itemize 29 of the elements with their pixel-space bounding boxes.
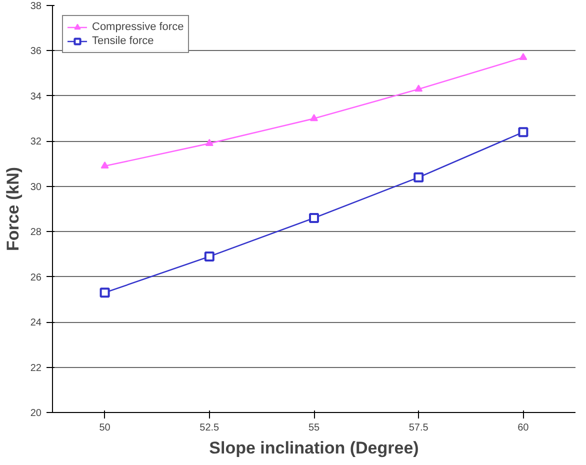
point [414,84,423,92]
x-axis-title: Slope inclination (Degree) [209,438,419,458]
y-tick-label: 24 [30,318,42,329]
point [100,288,110,298]
y-tick-label: 20 [30,408,42,419]
point [310,114,318,122]
y-tick-label: 22 [30,362,42,374]
y-tick-label: 30 [30,182,42,193]
y-tick-label: 38 [30,1,42,12]
point [518,127,528,138]
point [414,172,424,182]
y-tick-label: 28 [30,227,42,238]
point [204,251,214,262]
y-tick-label: 32 [30,136,42,148]
y-tick-label: 36 [30,46,42,58]
y-tick-label: 34 [30,91,42,102]
legend-label: Compressive force [92,20,184,34]
point [309,213,319,224]
x-tick-label: 60 [518,422,530,434]
x-tick-label: 57.5 [408,422,429,434]
x-tick-label: 52.5 [200,422,220,434]
x-tick-label: 50 [99,422,111,434]
y-axis-title: Force (kN) [3,166,22,252]
legend-label: Tensile force [92,34,154,48]
x-tick-label: 55 [308,422,320,434]
y-tick-label: 26 [30,272,42,284]
point [519,52,528,60]
point [100,161,109,169]
point [205,138,214,146]
